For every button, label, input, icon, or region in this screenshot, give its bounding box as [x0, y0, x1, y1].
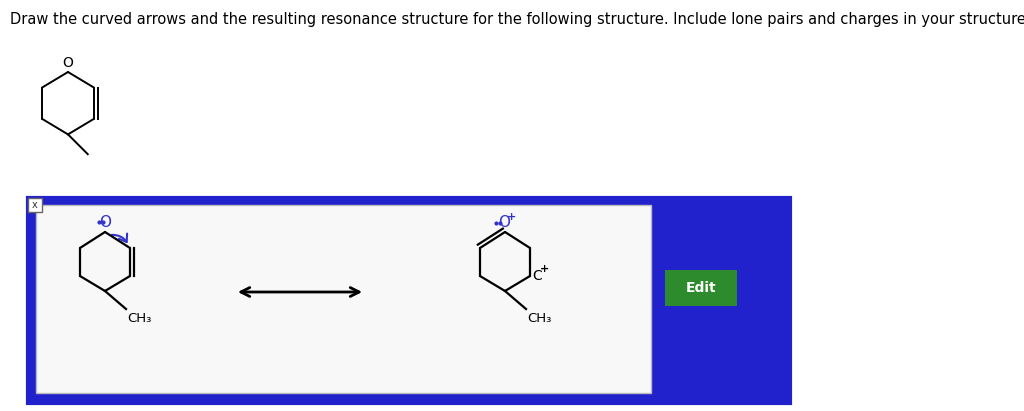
Bar — [28, 198, 790, 403]
Text: +: + — [540, 264, 549, 274]
Text: Edit: Edit — [686, 281, 717, 295]
Text: x: x — [32, 200, 38, 210]
Bar — [28, 198, 42, 212]
Text: O: O — [99, 215, 111, 230]
Text: +: + — [507, 212, 517, 222]
Text: Draw the curved arrows and the resulting resonance structure for the following s: Draw the curved arrows and the resulting… — [10, 12, 1024, 27]
Text: CH₃: CH₃ — [527, 312, 551, 325]
Text: O: O — [62, 56, 74, 70]
Text: CH₃: CH₃ — [127, 312, 152, 325]
Text: C: C — [532, 269, 542, 283]
Bar — [36, 205, 651, 393]
Text: O: O — [498, 215, 510, 230]
FancyArrowPatch shape — [112, 233, 127, 242]
Bar — [665, 270, 737, 306]
